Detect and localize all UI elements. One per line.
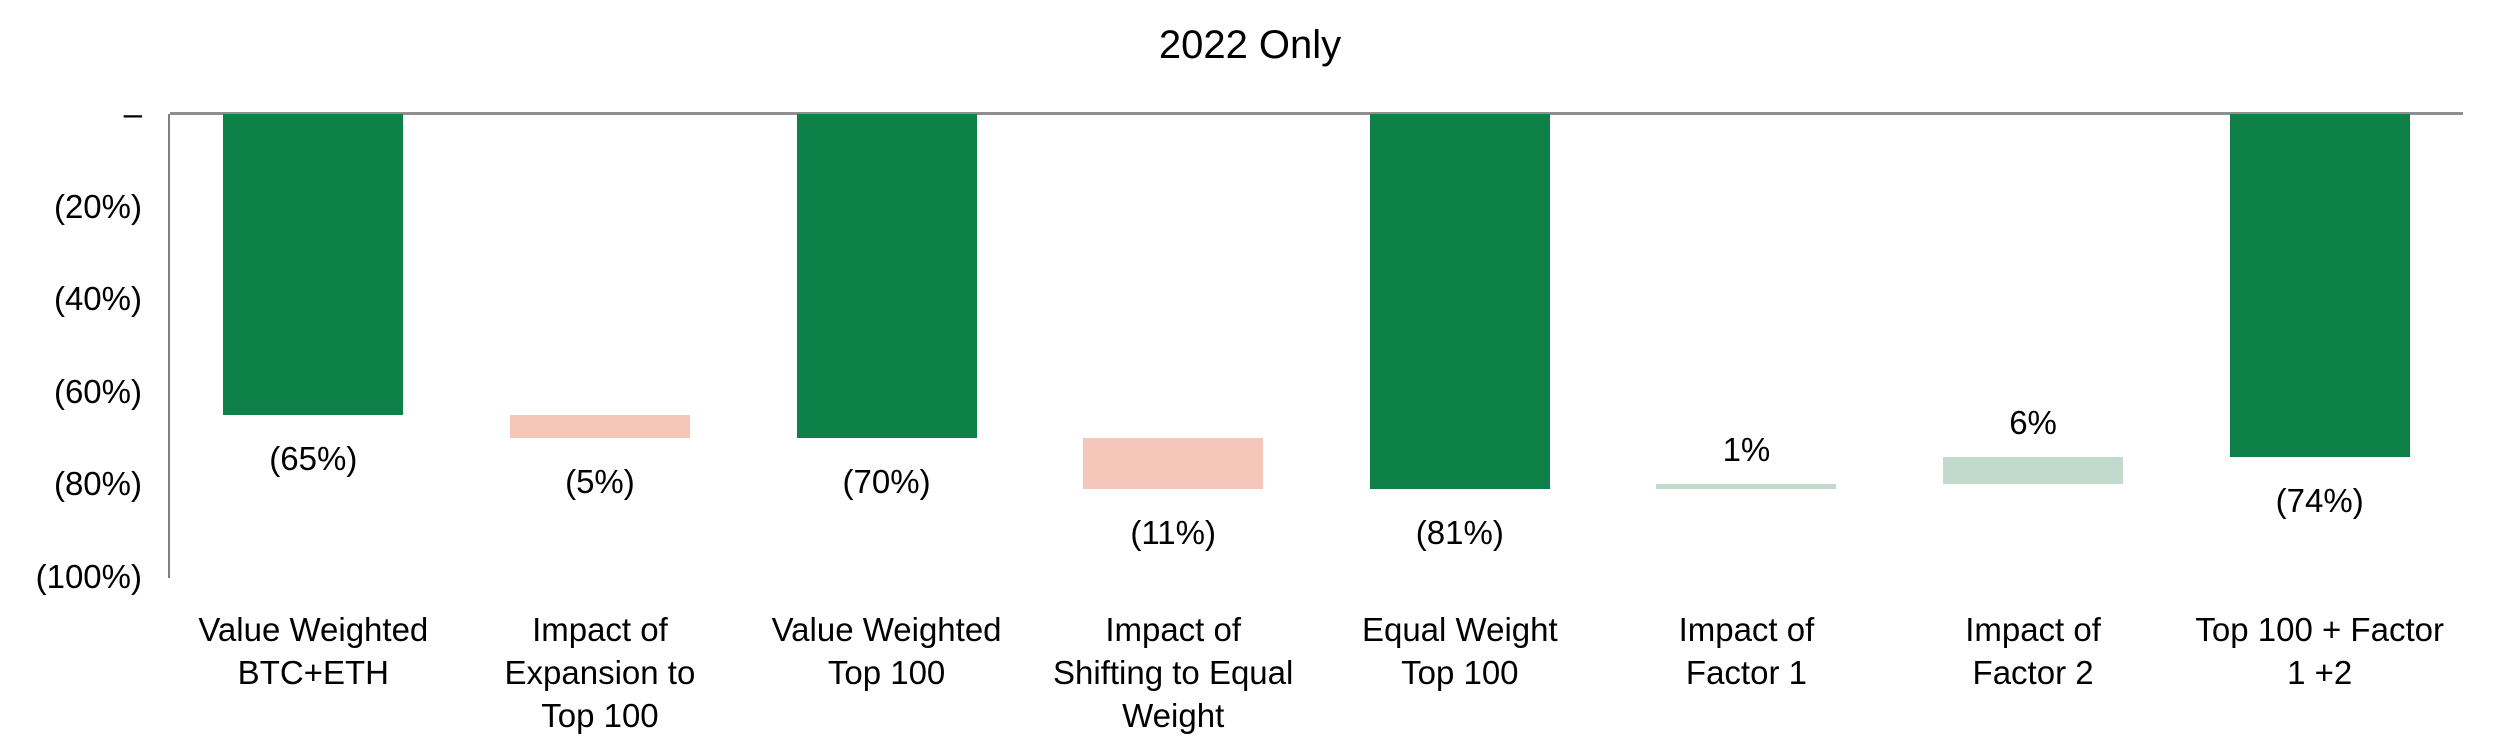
y-tick-label: (40%) <box>53 280 142 318</box>
category-label-line: Top 100 <box>827 654 946 691</box>
y-tick-label: (60%) <box>53 372 142 410</box>
category-label-line: Impact of <box>1105 611 1242 648</box>
bar-total <box>2229 114 2410 457</box>
category-label: Impact of Factor 1 <box>1603 608 1890 694</box>
category-label: Value Weighted Top 100 <box>743 608 1030 694</box>
bar-value-label: (11%) <box>1130 514 1216 552</box>
y-tick-label: (80%) <box>53 465 142 503</box>
category-label-line: Expansion to <box>504 654 696 691</box>
bar-total <box>796 114 977 439</box>
bar-value-label: (70%) <box>842 463 931 501</box>
category-label-line: Top 100 + Factor <box>2195 611 2444 648</box>
category-label-line: 1 +2 <box>2287 654 2353 691</box>
category-label-line: Equal Weight <box>1361 611 1558 648</box>
category-label-line: BTC+ETH <box>237 654 389 691</box>
category-label-line: Value Weighted <box>771 611 1002 648</box>
bar-total <box>1369 114 1550 490</box>
category-label-line: Factor 2 <box>1972 654 2094 691</box>
category-label: Impact of Factor 2 <box>1890 608 2177 694</box>
bar-increase <box>1656 484 1837 490</box>
bar-value-label: (81%) <box>1415 514 1504 552</box>
category-label: Equal Weight Top 100 <box>1317 608 1604 694</box>
bar-value-label: (65%) <box>269 439 358 477</box>
category-label: Top 100 + Factor 1 +2 <box>2176 608 2463 694</box>
category-label-line: Weight <box>1122 697 1225 734</box>
bar-decrease <box>1083 438 1264 490</box>
category-label-line: Top 100 <box>541 697 659 734</box>
bar-value-label: 1% <box>1722 431 1771 469</box>
bar-value-label: (74%) <box>2275 481 2364 519</box>
category-label-line: Impact of <box>1678 611 1815 648</box>
y-tick-label: (100%) <box>35 558 142 595</box>
category-label: Impact of Shifting to Equal Weight <box>1030 608 1317 737</box>
category-label-line: Impact of <box>532 611 668 648</box>
category-label-line: Shifting to Equal <box>1053 654 1294 691</box>
bar-total <box>223 114 404 415</box>
bar-increase <box>1943 456 2124 485</box>
y-tick-label: (20%) <box>53 187 142 225</box>
bar-value-label: 6% <box>2009 403 2057 441</box>
category-label-line: Impact of <box>1965 611 2101 648</box>
category-label: Impact of Expansion to Top 100 <box>457 608 744 737</box>
chart-title: 2022 Only <box>1158 23 1342 67</box>
y-tick-label: – <box>123 95 142 132</box>
bar-value-label: (5%) <box>565 463 635 501</box>
category-label-line: Top 100 <box>1401 654 1519 691</box>
category-label-line: Factor 1 <box>1685 654 1807 691</box>
zero-baseline <box>170 112 2463 115</box>
y-axis-line <box>168 114 170 578</box>
bar-decrease <box>509 414 690 439</box>
category-label-line: Value Weighted <box>198 611 429 648</box>
category-label: Value Weighted BTC+ETH <box>170 608 457 694</box>
